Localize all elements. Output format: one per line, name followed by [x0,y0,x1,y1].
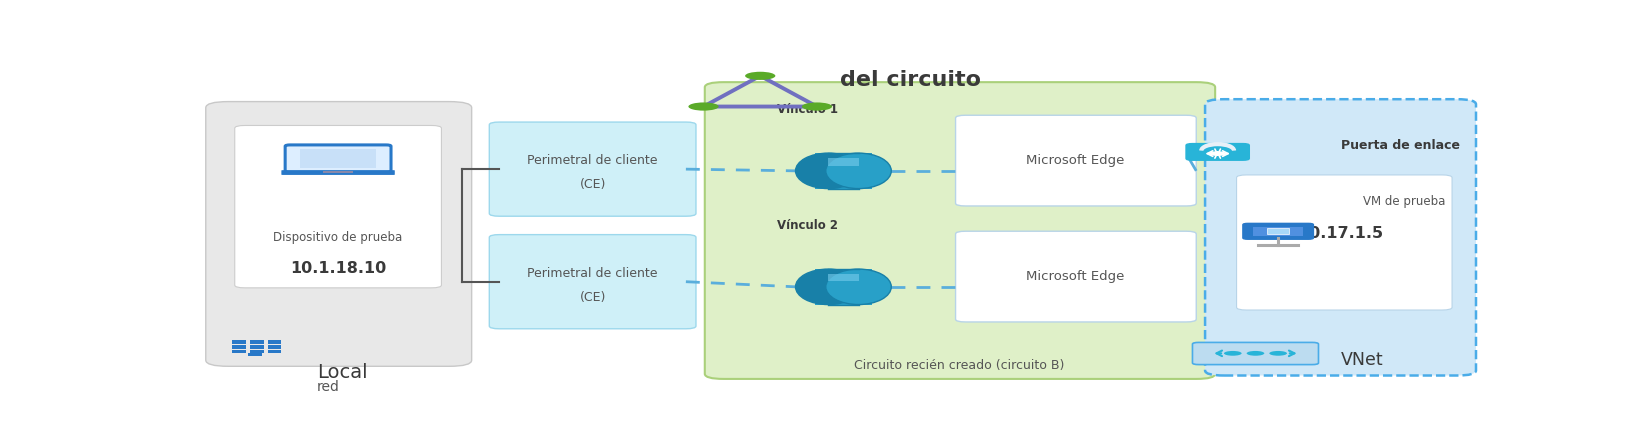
Bar [268,340,281,344]
Bar [815,269,872,304]
Text: VM de prueba: VM de prueba [1363,195,1446,208]
Bar [268,350,281,354]
FancyBboxPatch shape [489,235,696,329]
FancyBboxPatch shape [285,145,390,172]
Bar [268,345,281,349]
Text: Microsoft Edge: Microsoft Edge [1026,154,1125,167]
Text: Local: Local [317,363,367,381]
FancyBboxPatch shape [1192,342,1319,365]
Text: red: red [317,381,340,394]
FancyBboxPatch shape [281,170,395,175]
Bar [250,345,263,349]
Circle shape [802,102,833,111]
Bar [828,158,859,166]
FancyBboxPatch shape [1254,227,1304,236]
Ellipse shape [826,269,891,304]
Bar [233,345,246,349]
Bar [324,171,353,173]
Circle shape [688,102,719,111]
Text: 10.1.18.10: 10.1.18.10 [289,260,387,276]
Bar [250,340,263,344]
FancyBboxPatch shape [956,231,1197,322]
Circle shape [745,72,776,80]
FancyBboxPatch shape [301,149,376,168]
Text: Perimetral de cliente: Perimetral de cliente [527,154,659,167]
Text: Vínculo 2: Vínculo 2 [777,219,837,232]
Text: Perimetral de cliente: Perimetral de cliente [527,267,659,280]
Text: del circuito: del circuito [839,70,980,90]
Ellipse shape [795,269,862,304]
FancyBboxPatch shape [1242,223,1314,239]
Text: Dispositivo de prueba: Dispositivo de prueba [273,231,403,244]
Text: Microsoft Edge: Microsoft Edge [1026,270,1125,283]
FancyBboxPatch shape [956,115,1197,206]
FancyBboxPatch shape [207,101,472,366]
Circle shape [1208,151,1226,156]
Text: 10.17.1.5: 10.17.1.5 [1299,226,1384,241]
Bar [250,350,263,354]
Circle shape [1270,351,1288,356]
Bar [828,273,859,281]
Text: VNet: VNet [1341,351,1384,369]
FancyBboxPatch shape [1267,228,1289,234]
Text: (CE): (CE) [579,291,606,303]
FancyBboxPatch shape [1187,144,1249,160]
FancyBboxPatch shape [1205,99,1476,376]
Text: Puerta de enlace: Puerta de enlace [1341,139,1460,152]
Bar [249,354,262,356]
Bar [233,350,246,354]
FancyBboxPatch shape [1236,175,1452,310]
FancyBboxPatch shape [234,125,441,288]
Ellipse shape [826,153,891,189]
Text: (CE): (CE) [579,178,606,191]
FancyBboxPatch shape [704,82,1215,379]
Bar [233,340,246,344]
Ellipse shape [795,153,862,189]
Text: Vínculo 1: Vínculo 1 [777,103,837,116]
Circle shape [1247,351,1265,356]
FancyBboxPatch shape [489,122,696,216]
Text: Circuito recién creado (circuito B): Circuito recién creado (circuito B) [854,359,1065,372]
Circle shape [1224,351,1242,356]
Bar [815,153,872,189]
